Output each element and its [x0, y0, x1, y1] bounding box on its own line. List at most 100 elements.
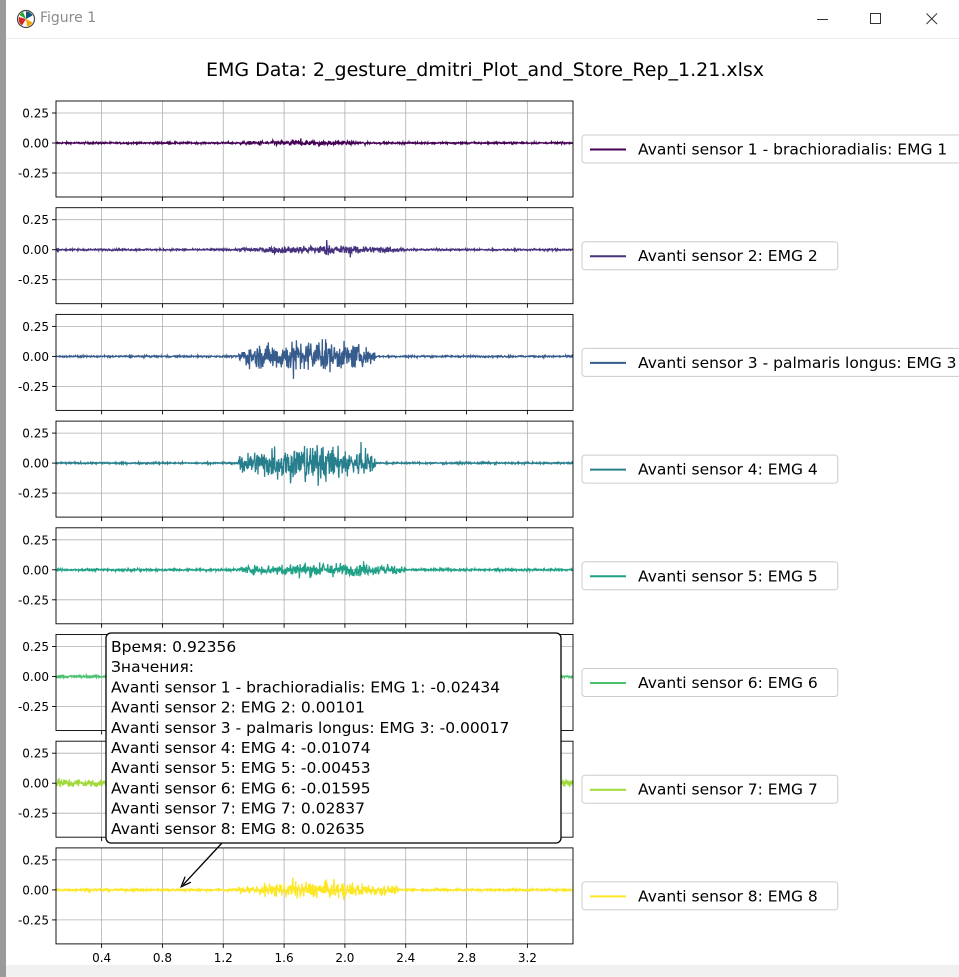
x-tick-label: 2.8 [457, 951, 476, 965]
legend-label: Avanti sensor 5: EMG 5 [638, 567, 818, 585]
y-tick-label: 0.25 [22, 640, 49, 654]
legend-4: Avanti sensor 4: EMG 4 [581, 454, 839, 484]
y-tick-label: -0.25 [18, 487, 49, 501]
legend-5: Avanti sensor 5: EMG 5 [581, 561, 839, 591]
annotation-line: Avanti sensor 4: EMG 4: -0.01074 [111, 739, 371, 757]
legend-8: Avanti sensor 8: EMG 8 [581, 881, 839, 911]
y-tick-label: -0.25 [18, 273, 49, 287]
annotation-line: Время: 0.92356 [111, 638, 236, 656]
x-tick-label: 1.2 [214, 951, 233, 965]
window-title: Figure 1 [40, 10, 97, 26]
x-tick-label: 0.8 [153, 951, 172, 965]
chart-title: EMG Data: 2_gesture_dmitri_Plot_and_Stor… [206, 59, 764, 81]
annotation-line: Avanti sensor 7: EMG 7: 0.02837 [111, 800, 365, 818]
y-tick-label: 0.25 [22, 747, 49, 761]
annotation-arrow [182, 842, 223, 886]
y-tick-label: 0.00 [22, 457, 49, 471]
subplot-8: 0.25 0.00 -0.25 0.4 0.8 1.2 1.6 2.0 2.4 2.8 3.2 Ava… [18, 847, 839, 965]
y-tick-label: 0.00 [22, 777, 49, 791]
legend-label: Avanti sensor 2: EMG 2 [638, 247, 818, 265]
axes-frame [55, 313, 574, 411]
y-tick-label: 0.25 [22, 853, 49, 867]
legend-box [581, 134, 959, 164]
legend-box [581, 454, 839, 484]
y-tick-label: 0.25 [22, 213, 49, 227]
emg-trace-4 [56, 441, 573, 486]
legend-box [581, 241, 839, 271]
emg-trace-2 [56, 240, 573, 258]
legend-label: Avanti sensor 1 - brachioradialis: EMG 1 [638, 141, 947, 159]
y-tick-label: 0.25 [22, 320, 49, 334]
y-tick-label: -0.25 [18, 807, 49, 821]
y-tick-label: 0.00 [22, 563, 49, 577]
matplotlib-logo-icon [16, 9, 36, 29]
subplots-group: 0.25 0.00 -0.25 Avanti sensor 1 - brachiora… [18, 100, 959, 965]
legend-6: Avanti sensor 6: EMG 6 [581, 668, 839, 697]
title-bar[interactable]: Figure 1 [6, 0, 959, 39]
figure-canvas[interactable]: EMG Data: 2_gesture_dmitri_Plot_and_Stor… [6, 39, 959, 965]
y-tick-label: 0.25 [22, 427, 49, 441]
legend-box [581, 561, 839, 591]
annotation-line: Avanti sensor 2: EMG 2: 0.00101 [111, 699, 365, 717]
legend-3: Avanti sensor 3 - palmaris longus: EMG 3 [581, 347, 959, 377]
legend-box [581, 881, 839, 911]
subplot-5: 0.25 0.00 -0.25 Avanti sensor 5: EMG 5 [18, 527, 839, 628]
legend-label: Avanti sensor 8: EMG 8 [638, 887, 818, 905]
annotation-line: Avanti sensor 8: EMG 8: 0.02635 [111, 820, 365, 838]
annotation-line: Avanti sensor 6: EMG 6: -0.01595 [111, 779, 371, 797]
y-tick-label: 0.00 [22, 350, 49, 364]
legend-label: Avanti sensor 4: EMG 4 [638, 461, 818, 479]
y-tick-label: 0.25 [22, 107, 49, 121]
subplot-4: 0.25 0.00 -0.25 Avanti sensor 4: EMG 4 [18, 420, 839, 522]
annotation-line: Avanti sensor 5: EMG 5: -0.00453 [111, 759, 371, 777]
axes-frame [55, 207, 574, 305]
annotation-line: Avanti sensor 3 - palmaris longus: EMG 3… [111, 719, 509, 737]
y-tick-label: 0.25 [22, 533, 49, 547]
status-bar [6, 965, 959, 977]
emg-trace-8 [56, 877, 573, 901]
minimize-button[interactable] [796, 0, 850, 38]
emg-trace-5 [56, 561, 573, 579]
y-tick-label: 0.00 [22, 243, 49, 257]
annotation-line: Avanti sensor 1 - brachioradialis: EMG 1… [111, 678, 500, 696]
cursor-annotation: Время: 0.92356 Значения: Avanti sensor 1 -… [105, 632, 562, 889]
axes-frame [55, 847, 574, 945]
annotation-line: Значения: [111, 658, 194, 676]
close-icon [926, 13, 938, 25]
subplot-2: 0.25 0.00 -0.25 Avanti sensor 2: EMG 2 [18, 207, 839, 308]
legend-label: Avanti sensor 7: EMG 7 [638, 781, 818, 799]
y-tick-label: 0.00 [22, 883, 49, 897]
x-tick-label: 0.4 [92, 951, 111, 965]
axes-frame [55, 527, 574, 625]
legend-7: Avanti sensor 7: EMG 7 [581, 774, 839, 804]
legend-label: Avanti sensor 3 - palmaris longus: EMG 3 [638, 354, 957, 372]
minimize-icon [817, 19, 828, 20]
y-tick-label: -0.25 [18, 593, 49, 607]
legend-box [581, 774, 839, 804]
x-tick-label: 1.6 [275, 951, 294, 965]
annotation-arrowhead [180, 876, 192, 889]
y-tick-label: 0.00 [22, 670, 49, 684]
x-tick-label: 2.4 [396, 951, 415, 965]
y-tick-label: 0.00 [22, 137, 49, 151]
y-tick-label: -0.25 [18, 167, 49, 181]
y-tick-label: -0.25 [18, 700, 49, 714]
legend-box [581, 668, 839, 697]
window-left-border [0, 0, 6, 977]
emg-trace-3 [56, 339, 573, 379]
maximize-button[interactable] [849, 0, 903, 38]
x-tick-label: 3.2 [518, 951, 537, 965]
axes-frame [55, 100, 574, 198]
x-tick-label: 2.0 [335, 951, 354, 965]
subplot-1: 0.25 0.00 -0.25 Avanti sensor 1 - brachiora… [18, 100, 959, 201]
emg-trace-1 [56, 137, 573, 148]
legend-1: Avanti sensor 1 - brachioradialis: EMG 1 [581, 134, 959, 164]
y-tick-label: -0.25 [18, 380, 49, 394]
legend-box [581, 347, 959, 377]
subplot-3: 0.25 0.00 -0.25 Avanti sensor 3 - palmaris … [18, 313, 959, 415]
y-tick-label: -0.25 [18, 913, 49, 927]
close-button[interactable] [905, 0, 959, 38]
legend-label: Avanti sensor 6: EMG 6 [638, 674, 818, 692]
axes-frame [55, 420, 574, 518]
annotation-box [105, 632, 562, 844]
